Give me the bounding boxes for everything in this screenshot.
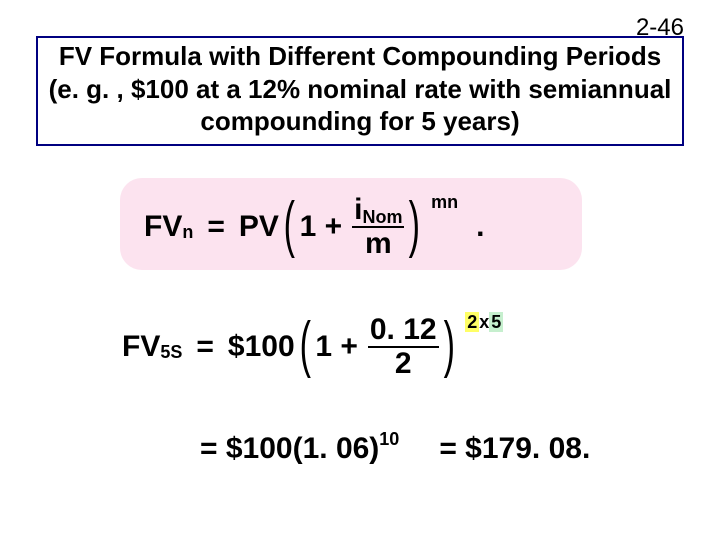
- formula-numeric: FV5S = $100 ( 1 + 0. 12 2 ) 2x5: [122, 314, 503, 379]
- final-answer: = $179. 08.: [439, 432, 590, 466]
- period: .: [476, 210, 484, 244]
- step-expression: = $100(1. 06): [200, 432, 379, 466]
- fv-subscript-5s: 5S: [160, 342, 182, 363]
- exp-n-value: 5: [489, 312, 503, 332]
- one-plus: 1 +: [315, 330, 358, 364]
- denominator: 2: [393, 348, 414, 380]
- pv-value: $100: [228, 330, 295, 364]
- fv-subscript: n: [182, 222, 193, 243]
- exp-m-value: 2: [465, 312, 479, 332]
- rate-fraction-numeric: 0. 12 2: [368, 314, 439, 379]
- formula-result: = $100(1. 06)10 = $179. 08.: [200, 432, 590, 466]
- m-symbol: m: [363, 228, 394, 260]
- fv-symbol: FV: [122, 330, 160, 364]
- exponent-10: 10: [379, 429, 399, 450]
- slide-title: FV Formula with Different Compounding Pe…: [36, 36, 684, 146]
- formula-general: FVn = PV ( 1 + iNom m ) mn .: [144, 194, 484, 259]
- pv-symbol: PV: [239, 210, 279, 244]
- exponent-2x5: 2x5: [465, 312, 503, 333]
- one-plus: 1 +: [300, 210, 343, 244]
- exp-times: x: [479, 312, 489, 332]
- exponent-mn: mn: [431, 192, 458, 213]
- numerator: 0. 12: [368, 314, 439, 348]
- rate-fraction: iNom m: [352, 194, 404, 259]
- nom-subscript: Nom: [362, 207, 402, 227]
- fv-symbol: FV: [144, 210, 182, 244]
